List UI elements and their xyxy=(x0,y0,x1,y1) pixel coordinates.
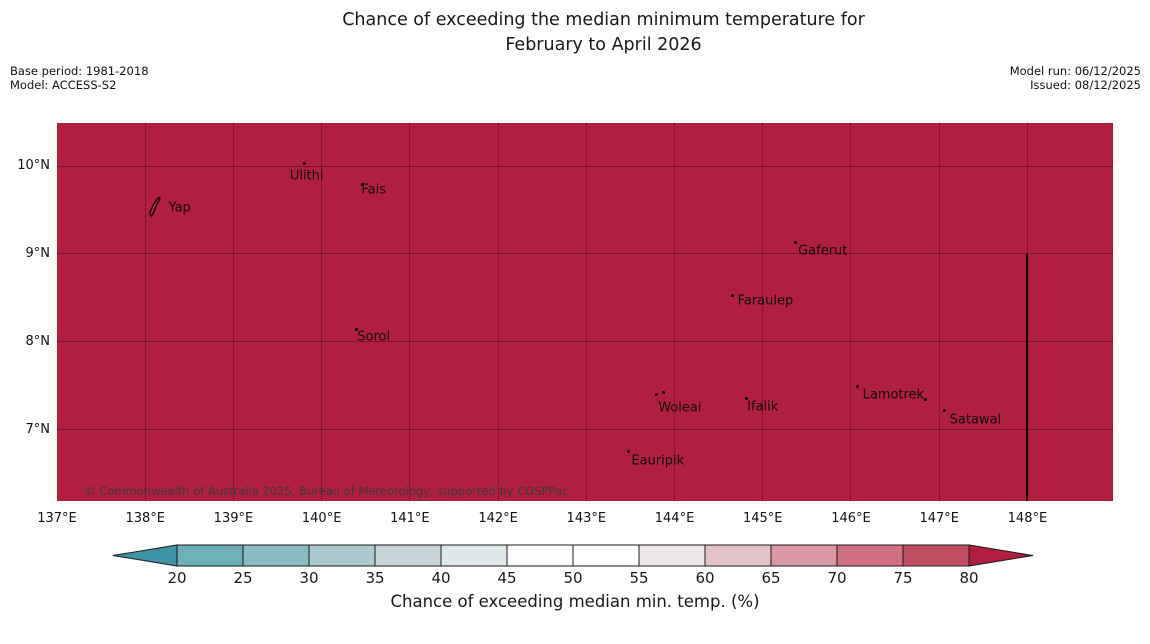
map-gridline-horizontal xyxy=(57,253,1113,255)
place-dot xyxy=(654,393,658,397)
colorbar-under-arrow xyxy=(112,544,178,567)
plot-title: Chance of exceeding the median minimum t… xyxy=(57,8,1150,58)
map-gridline-vertical xyxy=(850,123,852,501)
place-label: Yap xyxy=(168,200,191,216)
colorbar-tick-label: 35 xyxy=(365,569,384,587)
map-gridline-horizontal xyxy=(57,429,1113,431)
map-gridline-horizontal xyxy=(57,341,1113,343)
x-axis-tick-label: 146°E xyxy=(831,511,871,526)
place-label: Faraulep xyxy=(737,293,794,309)
place-label: Eauripik xyxy=(631,453,685,469)
place-dot xyxy=(855,385,859,389)
colorbar-segment xyxy=(836,544,904,567)
place-dot xyxy=(942,408,946,412)
colorbar-segment xyxy=(704,544,772,567)
place-dot xyxy=(360,183,364,187)
map-gridline-vertical xyxy=(232,123,234,501)
place-dot xyxy=(627,450,631,454)
colorbar-segment xyxy=(902,544,970,567)
meta-left: Base period: 1981-2018 Model: ACCESS-S2 xyxy=(10,64,149,92)
colorbar-segment xyxy=(440,544,508,567)
place-label: Satawal xyxy=(949,412,1002,428)
meta-right: Model run: 06/12/2025 Issued: 08/12/2025 xyxy=(1010,64,1141,92)
x-axis-tick-label: 147°E xyxy=(919,511,959,526)
y-axis-tick-label: 8°N xyxy=(25,333,51,349)
colorbar-segment xyxy=(506,544,574,567)
x-axis-tick-label: 139°E xyxy=(213,511,254,526)
place-dot xyxy=(731,293,735,297)
x-axis-tick-label: 145°E xyxy=(742,511,783,526)
map-gridline-vertical xyxy=(938,123,940,501)
colorbar-segment xyxy=(638,544,706,567)
map-boundary-line xyxy=(1026,253,1029,501)
place-dot xyxy=(662,391,666,395)
colorbar-segment xyxy=(176,544,244,567)
colorbar: 20 25 30 35 40 45 50 55 60 65 70 75 80 xyxy=(112,544,1034,587)
x-axis-tick-label: 137°E xyxy=(37,511,77,526)
issued-label: Issued: 08/12/2025 xyxy=(1030,78,1141,92)
place-label: Gaferut xyxy=(798,243,848,259)
colorbar-tick-label: 75 xyxy=(893,569,912,587)
map-gridline-vertical xyxy=(409,123,411,501)
place-label: Fais xyxy=(361,182,387,198)
colorbar-tick-label: 60 xyxy=(695,569,714,587)
colorbar-tick-label: 40 xyxy=(431,569,450,587)
y-axis-tick-label: 7°N xyxy=(25,421,51,437)
x-axis-tick-label: 140°E xyxy=(301,511,342,526)
map-gridline-vertical xyxy=(762,123,764,501)
plot-title-line2: February to April 2026 xyxy=(505,35,702,55)
colorbar-segment xyxy=(308,544,376,567)
colorbar-tick-label: 50 xyxy=(563,569,582,587)
map-gridline-vertical xyxy=(585,123,587,501)
x-axis-tick-label: 144°E xyxy=(654,511,695,526)
colorbar-segment xyxy=(374,544,442,567)
colorbar-tick-label: 25 xyxy=(233,569,252,587)
y-axis-tick-label: 9°N xyxy=(25,245,51,261)
model-run-label: Model run: 06/12/2025 xyxy=(1009,64,1141,78)
place-dot xyxy=(744,396,748,400)
colorbar-tick-label: 80 xyxy=(959,569,978,587)
place-label: Sorol xyxy=(357,329,391,345)
x-axis-tick-label: 148°E xyxy=(1007,511,1048,526)
place-label: Lamotrek xyxy=(862,387,925,403)
copyright-notice: © Commonwealth of Australia 2025, Bureau… xyxy=(84,484,569,498)
colorbar-tick-label: 20 xyxy=(167,569,186,587)
y-axis-tick-label: 10°N xyxy=(17,158,50,174)
place-dot xyxy=(355,328,359,332)
place-label: Ifalik xyxy=(747,399,779,415)
colorbar-segment xyxy=(770,544,838,567)
colorbar-tick-label: 45 xyxy=(497,569,516,587)
colorbar-tick-label: 70 xyxy=(827,569,846,587)
colorbar-tick-label: 30 xyxy=(299,569,318,587)
x-axis-tick-label: 142°E xyxy=(478,511,518,526)
colorbar-segment xyxy=(572,544,640,567)
map-gridline-vertical xyxy=(144,123,146,501)
map-gridline-horizontal xyxy=(57,165,1113,167)
x-axis-tick-label: 138°E xyxy=(125,511,165,526)
map-gridline-vertical xyxy=(674,123,676,501)
colorbar-segment xyxy=(242,544,310,567)
place-dot xyxy=(923,397,927,401)
x-axis-tick-label: 141°E xyxy=(390,511,430,526)
plot-title-line1: Chance of exceeding the median minimum t… xyxy=(342,10,865,30)
model-label: Model: ACCESS-S2 xyxy=(10,78,117,92)
colorbar-over-arrow xyxy=(968,544,1034,567)
colorbar-tick-label: 65 xyxy=(761,569,780,587)
map-gridline-vertical xyxy=(321,123,323,501)
colorbar-label: Chance of exceeding median min. temp. (%… xyxy=(390,592,760,611)
colorbar-tick-label: 55 xyxy=(629,569,648,587)
base-period-label: Base period: 1981-2018 xyxy=(10,64,149,78)
place-dot xyxy=(303,161,307,165)
x-axis-tick-label: 143°E xyxy=(566,511,607,526)
place-label: Woleai xyxy=(658,400,702,416)
place-label: Ulithi xyxy=(289,168,324,184)
yap-island-icon xyxy=(147,195,163,223)
place-dot xyxy=(793,241,797,245)
map-gridline-vertical xyxy=(497,123,499,501)
